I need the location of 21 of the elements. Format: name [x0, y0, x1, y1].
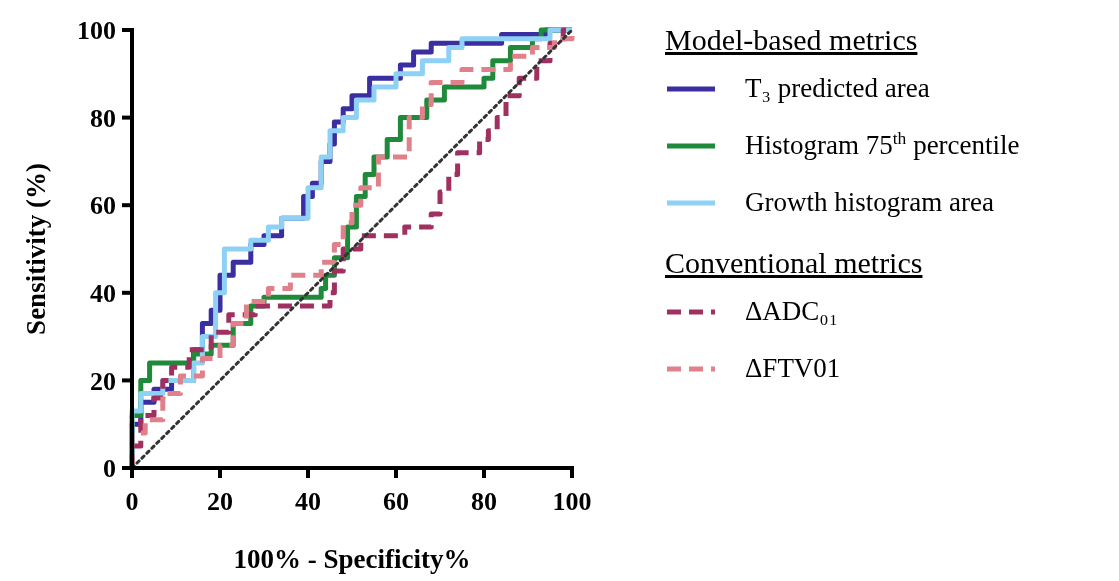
legend-label: Growth histogram area	[745, 187, 994, 217]
x-tick-label: 100	[552, 487, 592, 516]
x-tick-label: 60	[383, 487, 409, 516]
legend-title: Model-based metrics	[665, 23, 918, 56]
legend-label: T₃ predicted area	[745, 73, 930, 103]
x-tick-label: 20	[207, 487, 233, 516]
y-tick-label: 0	[103, 454, 116, 484]
legend-label: Histogram 75$^{th}$ percentile	[745, 128, 1020, 160]
legend-label: ΔADC₀₁	[745, 296, 839, 326]
y-tick-label: 20	[90, 366, 116, 396]
y-axis-title: Sensitivity (%)	[21, 163, 51, 335]
x-tick-label: 40	[295, 487, 321, 516]
y-tick-label: 100	[77, 16, 116, 46]
y-tick-label: 80	[90, 103, 116, 133]
text: Conventional metrics	[665, 246, 923, 279]
x-tick-label: 0	[125, 487, 139, 516]
x-axis-title: 100% - Specificity%	[233, 544, 471, 574]
x-tick-label: 80	[471, 487, 497, 516]
legend-label: ΔFTV01	[745, 353, 841, 383]
y-tick-label: 40	[90, 278, 116, 308]
y-tick-label: 60	[90, 191, 116, 221]
